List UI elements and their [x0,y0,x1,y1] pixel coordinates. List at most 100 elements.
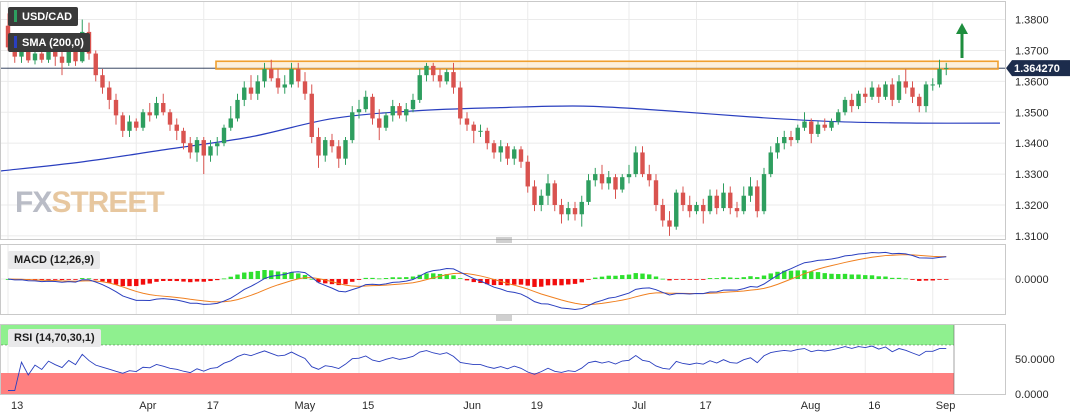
candle-body [660,205,665,221]
macd-hist-bar [140,279,146,285]
candle-body [741,195,746,212]
macd-hist-bar [289,272,294,279]
candle-body [140,112,146,128]
candle-body [667,220,672,227]
candle-body [235,99,240,119]
macd-hist-bar [606,275,611,279]
macd-hist-bar [134,279,139,287]
up-arrow-head [956,23,968,34]
candle-body [755,186,760,212]
candle-body [768,152,773,175]
macd-hist-bar [626,274,632,279]
x-tick-label: Jun [463,400,481,412]
macd-hist-bar [215,279,220,281]
macd-hist-bar [795,270,800,279]
candle-body [890,84,895,100]
rsi-y-tick: 0.0000 [1015,389,1049,401]
x-tick-label: 16 [868,400,880,412]
macd-y-tick: 0.0000 [1015,274,1049,286]
y-tick-label: 1.3400 [1015,138,1049,150]
candle-body [552,183,557,205]
candle-body [194,140,200,153]
macd-hist-bar [741,277,746,279]
candle-body [748,186,753,196]
candle-body [343,140,348,159]
macd-hist-bar [653,276,659,279]
macd-hist-bar [53,279,58,280]
candle-body [46,50,51,60]
candle-body [782,137,787,144]
macd-hist-bar [944,279,949,280]
candle-body [437,75,443,82]
macd-hist-bar [363,277,368,279]
macd-hist-bar [802,270,807,279]
candle-body [431,65,436,76]
macd-hist-bar [917,279,922,281]
macd-hist-bar [937,279,942,280]
macd-hist-bar [262,270,267,279]
macd-hist-bar [748,276,753,279]
candle-body [910,87,915,97]
candle-body [836,112,841,122]
x-tick-label: 15 [362,400,374,412]
x-tick-label: Apr [139,400,156,412]
macd-hist-bar [856,274,861,279]
macd-hist-bar [383,278,389,279]
candle-body [370,96,375,119]
candle-body [512,149,517,159]
candle-body [113,99,119,116]
candle-body [100,75,105,88]
macd-hist-bar [471,279,476,283]
candle-body [120,115,125,131]
candle-body [188,143,193,153]
x-tick-label: 13 [11,400,23,412]
resistance-zone-box [215,60,999,70]
macd-hist-bar [923,279,929,281]
candle-body [856,93,861,107]
candle-body [539,195,544,205]
macd-hist-bar [761,275,767,279]
candle-body [329,140,335,147]
candle-body [12,47,17,57]
macd-signal-line [7,254,947,306]
y-tick-label: 1.3200 [1015,200,1049,212]
candle-body [424,65,429,76]
symbol-label: USD/CAD [8,7,79,26]
macd-hist-bar [660,278,665,280]
macd-hist-bar [809,271,814,279]
macd-hist-bar [147,279,152,284]
x-axis: 13 Apr 17 May 15 Jun 19 Jul 17 Aug 16 Sep [11,400,955,412]
macd-hist-bar [788,270,794,279]
candle-body [154,103,159,116]
last-price-label: 1.364270 [1014,63,1060,75]
y-tick-label: 1.3100 [1015,231,1049,243]
candle-body [809,121,814,134]
candle-body [728,192,733,209]
candle-body [714,195,719,209]
candle-body [579,201,584,215]
macd-hist-bar [633,273,638,279]
macd-hist-bar [228,276,233,279]
candle-body [174,124,179,131]
candle-body [863,93,868,97]
candle-body [566,208,571,215]
candle-body [289,69,294,85]
macd-hist-bar [903,278,908,280]
macd-hist-bar [782,270,787,279]
macd-hist-bar [599,276,605,279]
macd-hist-bar [296,273,301,279]
macd-hist-bar [356,279,362,280]
candle-body [775,143,780,153]
macd-hist-bar [107,279,112,283]
candle-body [181,130,186,144]
candle-body [397,106,402,116]
macd-hist-bar [188,279,193,283]
candle-body [228,118,233,128]
candle-body [269,69,274,79]
macd-hist-bar [350,279,355,282]
sma-200-line [0,105,1001,172]
candle-body [498,146,503,153]
macd-hist-bar [566,279,571,285]
macd-hist-bar [431,273,436,279]
candle-body [586,180,591,202]
